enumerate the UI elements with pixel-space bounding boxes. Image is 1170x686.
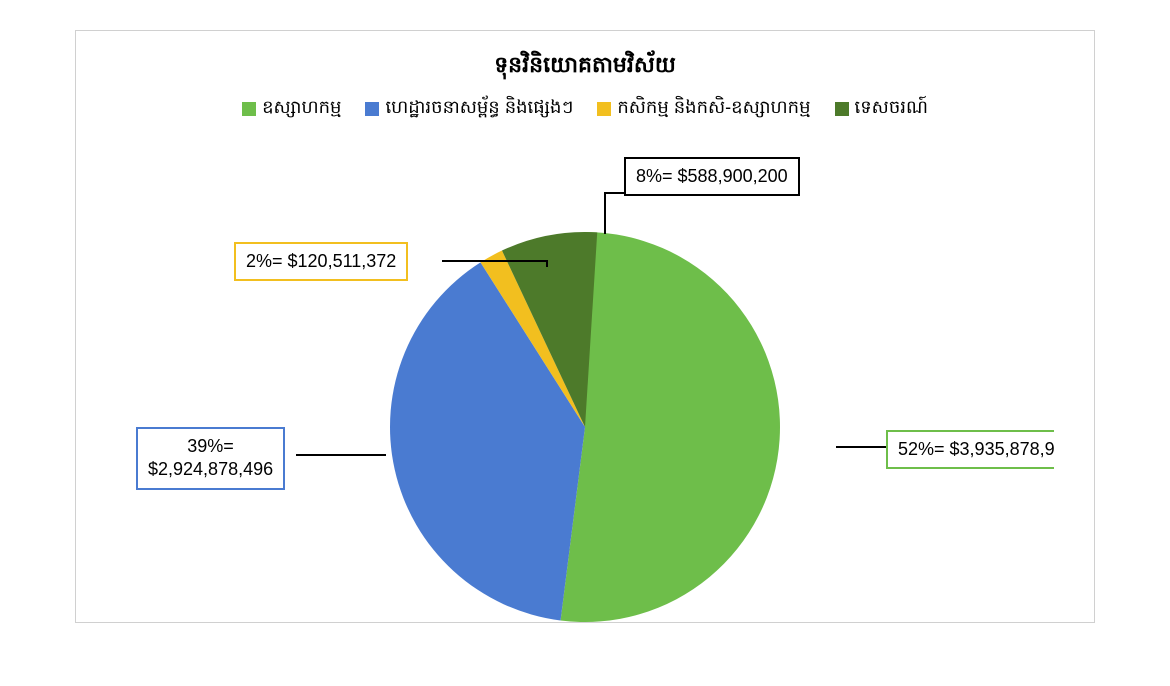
legend-infrastructure: ហេដ្ឋារចនាសម្ព័ន្ធ និងផ្សេងៗ [365,95,573,122]
legend-label-agriculture: កសិកម្ម និងកសិ-ឧស្សាហកម្ម [617,95,810,122]
chart-area: 8%= $588,900,200 2%= $120,511,372 39%=$2… [116,152,1054,622]
legend-label-industry: ឧស្សាហកម្ម [262,95,341,122]
chart-legend: ឧស្សាហកម្ម ហេដ្ឋារចនាសម្ព័ន្ធ និងផ្សេងៗ … [116,95,1054,122]
legend-label-tourism: ទេសចរណ៍ [855,95,928,122]
leader-agri-v [546,260,548,267]
label-tourism: 8%= $588,900,200 [624,157,800,196]
label-infrastructure: 39%=$2,924,878,496 [136,427,285,490]
legend-agriculture: កសិកម្ម និងកសិ-ឧស្សាហកម្ម [597,95,810,122]
label-infrastructure-text: 39%=$2,924,878,496 [148,436,273,479]
pie-chart-svg [335,152,835,622]
leader-infra-h [296,454,386,456]
legend-swatch-tourism [835,102,849,116]
label-agriculture-text: 2%= $120,511,372 [246,251,396,271]
legend-swatch-agriculture [597,102,611,116]
legend-swatch-industry [242,102,256,116]
legend-tourism: ទេសចរណ៍ [835,95,928,122]
chart-container: ទុនវិនិយោគតាមវិស័យ ឧស្សាហកម្ម ហេដ្ឋារចនា… [75,30,1095,623]
label-industry: 52%= $3,935,878,900 [886,430,1054,469]
label-industry-text: 52%= $3,935,878,900 [898,439,1054,459]
legend-industry: ឧស្សាហកម្ម [242,95,341,122]
leader-tourism-v [604,192,606,234]
legend-label-infrastructure: ហេដ្ឋារចនាសម្ព័ន្ធ និងផ្សេងៗ [385,95,573,122]
label-agriculture: 2%= $120,511,372 [234,242,408,281]
legend-swatch-infrastructure [365,102,379,116]
leader-tourism-h [604,192,624,194]
label-tourism-text: 8%= $588,900,200 [636,166,788,186]
chart-title: ទុនវិនិយោគតាមវិស័យ [116,51,1054,83]
leader-industry-h [836,446,886,448]
leader-agri-h [442,260,546,262]
